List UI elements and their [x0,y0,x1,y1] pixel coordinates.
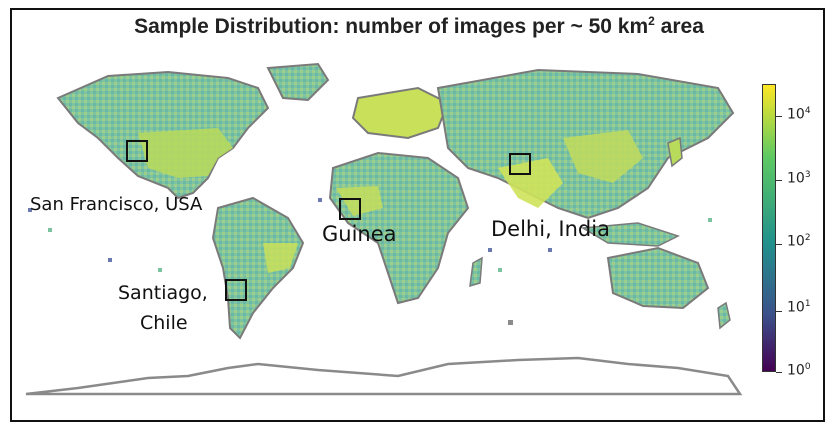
greenland [266,62,330,102]
label-guinea: Guinea [322,222,397,246]
japan [667,136,683,168]
madagascar [469,256,483,288]
colorbar-tick [776,244,782,245]
colorbar-label-3: 103 [787,170,811,187]
colorbar-tick [776,311,782,312]
label-san-francisco: San Francisco, USA [30,194,203,215]
title-text: Sample Distribution: number of images pe… [134,15,649,38]
label-santiago: Santiago, [118,282,208,304]
marker-san-francisco [126,140,148,162]
australia [606,246,710,310]
title-tail: area [654,15,704,38]
colorbar-tick [776,372,782,373]
colorbar-label-4: 104 [787,106,811,123]
indonesia [580,222,680,247]
label-delhi: Delhi, India [491,217,610,241]
colorbar-label-0: 100 [787,362,811,379]
brazil-dense [263,243,298,273]
new-zealand [717,301,731,330]
colorbar-label-2: 102 [787,233,811,250]
colorbar-tick [776,180,782,181]
chart-title: Sample Distribution: number of images pe… [0,14,838,39]
colorbar [762,84,776,372]
marker-delhi [509,153,531,175]
world-map [25,62,743,396]
marker-guinea [339,198,361,220]
south-america [211,196,305,340]
title-superscript: 2 [648,14,655,28]
label-chile: Chile [140,312,188,334]
colorbar-tick [776,116,782,117]
europe [351,86,450,140]
colorbar-label-1: 101 [787,299,811,316]
marker-santiago [225,279,247,301]
usa-dense [138,128,233,178]
antarctica [25,356,743,396]
sparse-samples [28,198,712,325]
india-dense [498,158,563,208]
china-dense [563,130,643,183]
